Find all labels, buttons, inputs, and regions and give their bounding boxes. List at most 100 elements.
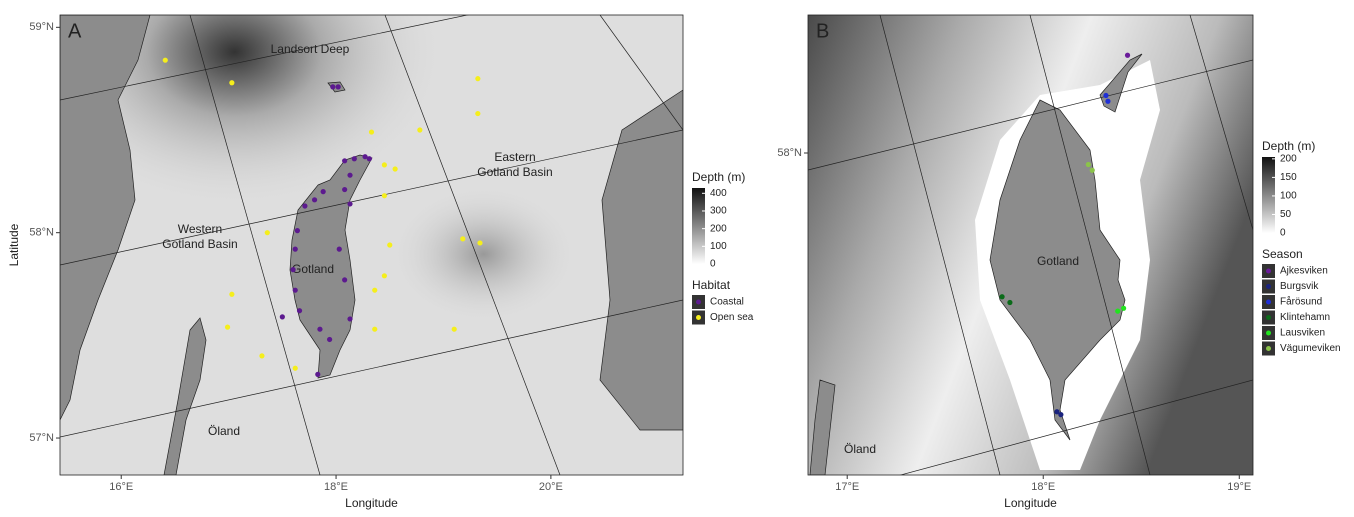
legend-label: Vägumeviken <box>1280 343 1341 354</box>
sample-point <box>320 189 326 195</box>
legend-title: Season <box>1262 247 1303 261</box>
place-label: Eastern <box>494 150 535 164</box>
place-label: Öland <box>844 442 876 456</box>
sample-point <box>475 76 481 82</box>
legend-title: Depth (m) <box>1262 139 1315 153</box>
sample-point <box>347 316 353 322</box>
sample-point <box>1089 167 1095 173</box>
sample-point <box>475 110 481 117</box>
legend-swatch <box>696 315 701 320</box>
colorbar <box>692 188 705 264</box>
sample-point <box>999 294 1005 300</box>
sample-point <box>368 129 375 135</box>
sample-point <box>259 353 265 359</box>
sample-point <box>451 326 457 332</box>
sample-point <box>392 166 398 172</box>
sample-point <box>302 203 308 209</box>
colorbar-label: 200 <box>1280 153 1297 164</box>
legend-label: Lausviken <box>1280 328 1325 339</box>
x-axis-label: Longitude <box>345 496 398 510</box>
y-axis-label: Latitude <box>7 223 21 266</box>
sample-point <box>294 228 300 234</box>
sample-point <box>1054 409 1060 415</box>
x-axis-label: Longitude <box>1004 496 1057 510</box>
place-label: Gotland Basin <box>477 165 552 179</box>
legend-title: Depth (m) <box>692 170 745 184</box>
colorbar-label: 0 <box>710 259 716 270</box>
legend-swatch <box>1266 268 1271 274</box>
panel-label: B <box>816 20 829 42</box>
sample-point <box>229 80 235 86</box>
legend-swatch <box>696 299 701 305</box>
map-b <box>808 15 1253 475</box>
sample-point <box>342 186 348 193</box>
sample-point <box>296 308 303 314</box>
sample-point <box>279 314 285 320</box>
sample-point <box>362 154 368 160</box>
sample-point <box>342 277 348 283</box>
sample-point <box>1103 92 1109 99</box>
sample-point <box>336 246 342 252</box>
colorbar-label: 400 <box>710 188 727 199</box>
sample-point <box>351 156 357 162</box>
sample-point <box>264 230 270 236</box>
place-label: Gotland <box>292 262 334 276</box>
sample-point <box>381 193 387 199</box>
sample-point <box>460 236 466 242</box>
x-tick-label: 17°E <box>835 481 859 493</box>
place-label: Gotland Basin <box>162 237 237 251</box>
colorbar-label: 50 <box>1280 209 1292 220</box>
x-tick-label: 20°E <box>539 481 563 493</box>
legend-label: Ajkesviken <box>1280 266 1328 277</box>
sample-point <box>311 197 318 203</box>
colorbar-label: 0 <box>1280 228 1286 239</box>
sample-point <box>292 246 298 252</box>
sample-point <box>317 326 323 332</box>
legend-label: Coastal <box>710 297 744 308</box>
sample-point <box>315 371 321 377</box>
panel-frame <box>807 14 1254 476</box>
sample-point <box>335 84 341 90</box>
y-tick-label: 57°N <box>29 432 54 444</box>
sample-point <box>1121 305 1127 311</box>
legend-label: Fårösund <box>1280 296 1322 308</box>
place-label: Landsort Deep <box>271 42 350 56</box>
colorbar-label: 100 <box>1280 191 1297 202</box>
sample-point <box>224 324 231 330</box>
legend-label: Klintehamn <box>1280 312 1330 323</box>
sample-point <box>1124 52 1131 58</box>
sample-point <box>372 287 378 293</box>
sample-point <box>366 156 372 162</box>
sample-point <box>290 267 296 273</box>
x-tick-label: 18°E <box>324 481 348 493</box>
colorbar-label: 150 <box>1280 172 1297 183</box>
colorbar-label: 200 <box>710 223 727 234</box>
sample-point <box>292 287 298 293</box>
sample-point <box>372 326 378 332</box>
legend-swatch <box>1266 315 1271 320</box>
sample-point <box>347 172 353 178</box>
sample-point <box>1115 308 1121 314</box>
sample-point <box>162 57 168 63</box>
sample-point <box>1105 98 1111 104</box>
sample-point <box>229 291 235 297</box>
legend-label: Burgsvik <box>1280 281 1319 292</box>
x-tick-label: 18°E <box>1031 481 1055 493</box>
panel-label: A <box>68 20 82 42</box>
y-tick-label: 59°N <box>29 21 54 33</box>
legend-swatch <box>1266 299 1271 305</box>
sample-point <box>417 127 423 133</box>
y-tick-label: 58°N <box>29 227 54 239</box>
x-tick-label: 16°E <box>109 481 133 493</box>
map-a <box>60 15 683 475</box>
panel-frame <box>59 14 684 476</box>
sample-point <box>347 201 353 207</box>
sample-point <box>381 273 387 279</box>
sample-point <box>477 240 483 246</box>
sample-point <box>1085 161 1091 168</box>
colorbar-label: 100 <box>710 241 727 252</box>
colorbar <box>1262 157 1275 233</box>
place-label: Öland <box>208 424 240 438</box>
sample-point <box>381 162 387 168</box>
